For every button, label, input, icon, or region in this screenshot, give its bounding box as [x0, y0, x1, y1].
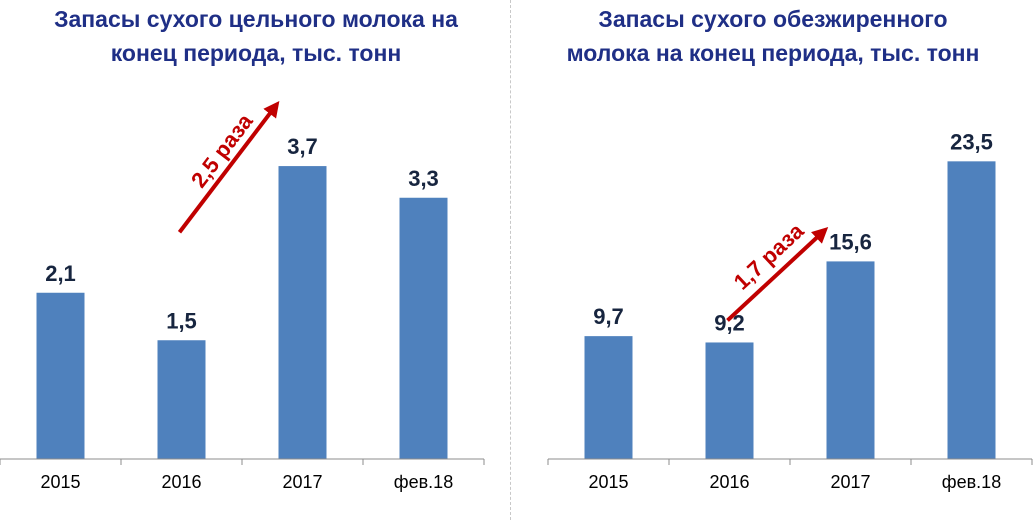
bar — [36, 292, 85, 459]
category-label: 2016 — [161, 472, 201, 492]
category-label: 2016 — [709, 472, 749, 492]
chart-title-line: Запасы сухого обезжиренного — [598, 6, 948, 32]
bar — [584, 336, 633, 459]
data-label: 23,5 — [950, 129, 993, 154]
bar — [826, 261, 875, 459]
chart-panel-whole-milk: Запасы сухого цельного молока на конец п… — [0, 0, 512, 520]
chart-title-line: Запасы сухого цельного молока на — [54, 6, 458, 32]
data-label: 2,1 — [45, 261, 76, 286]
bar-chart-whole-milk: 2,1 2015 1,5 2016 3,7 2017 3,3 фев.18 2,5 раза — [0, 100, 485, 492]
category-label: фев.18 — [942, 472, 1001, 492]
data-label: 9,7 — [593, 304, 624, 329]
data-label: 3,3 — [408, 166, 439, 191]
growth-arrow — [177, 100, 280, 234]
category-label: 2017 — [830, 472, 870, 492]
bar — [705, 342, 754, 459]
category-label: 2015 — [588, 472, 628, 492]
growth-arrow — [726, 227, 829, 322]
panel-divider — [510, 0, 511, 520]
chart-title-line: конец периода, тыс. тонн — [110, 40, 402, 66]
bar — [399, 197, 448, 459]
category-label: 2017 — [282, 472, 322, 492]
bar — [157, 340, 206, 459]
category-label: фев.18 — [394, 472, 453, 492]
chart-panel-skimmed-milk: Запасы сухого обезжиренного молока на ко… — [512, 0, 1034, 520]
bar — [278, 166, 327, 460]
chart-title: Запасы сухого цельного молока на конец п… — [0, 2, 512, 70]
growth-annotation: 2,5 раза — [186, 108, 258, 192]
chart-title: Запасы сухого обезжиренного молока на ко… — [512, 2, 1034, 70]
category-label: 2015 — [40, 472, 80, 492]
chart-title-line: молока на конец периода, тыс. тонн — [566, 40, 980, 66]
data-label: 9,2 — [714, 310, 745, 335]
bar — [947, 161, 996, 460]
data-label: 1,5 — [166, 308, 197, 333]
data-label: 3,7 — [287, 134, 318, 159]
data-label: 15,6 — [829, 229, 872, 254]
